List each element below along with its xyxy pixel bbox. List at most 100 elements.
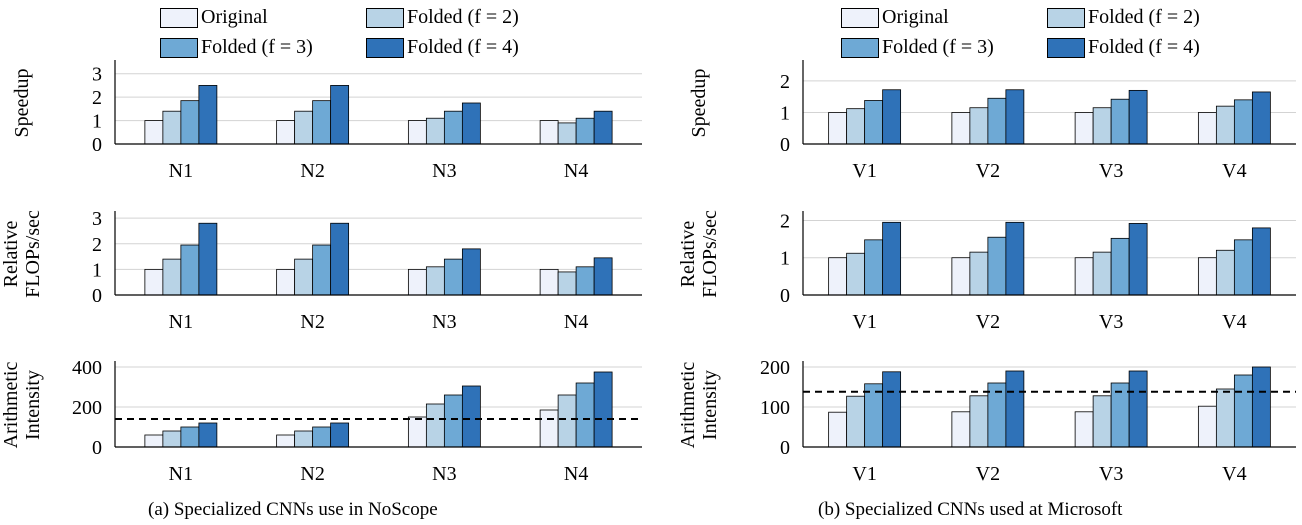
bar (1251, 227, 1271, 296)
bar (312, 426, 332, 448)
y-tick-label: 1 (780, 102, 790, 124)
legend-label: Folded (f = 4) (407, 36, 519, 58)
y-axis-label: FLOPs/sec (699, 210, 721, 298)
bar (575, 382, 595, 448)
y-tick-label: 0 (780, 437, 790, 459)
bar (1215, 388, 1235, 448)
x-tick-label: V3 (1099, 160, 1123, 182)
bar (557, 271, 577, 296)
bar (951, 411, 971, 448)
legend-item-folded-2: Folded (f = 2) (1047, 6, 1200, 29)
legend-swatch-original (160, 7, 198, 28)
legend-swatch-folded-3 (841, 37, 879, 58)
x-tick-label: V1 (852, 311, 876, 333)
bar (1233, 374, 1253, 448)
x-tick-label: N2 (300, 160, 324, 182)
legend-swatch-folded-4 (366, 37, 404, 58)
bar (593, 257, 613, 296)
bar (407, 268, 427, 296)
bar (1128, 89, 1148, 145)
legend-label: Folded (f = 3) (201, 36, 313, 58)
bar (1215, 249, 1235, 296)
bar (539, 120, 559, 145)
bar (846, 252, 866, 296)
bar (461, 385, 481, 448)
y-tick-label: 0 (92, 437, 102, 459)
bar (575, 266, 595, 296)
bar (162, 430, 182, 448)
x-tick-label: N2 (300, 311, 324, 333)
caption-left: (a) Specialized CNNs use in NoScope (148, 499, 438, 520)
legend-swatch-folded-2 (1047, 7, 1085, 28)
x-tick-label: V4 (1222, 311, 1246, 333)
bar (1197, 257, 1217, 296)
legend-label: Original (882, 6, 949, 28)
bar (144, 120, 164, 145)
y-axis-label: Arithmetic (677, 362, 699, 449)
y-tick-label: 3 (92, 64, 102, 86)
y-tick-label: 0 (780, 285, 790, 307)
legend-label: Folded (f = 4) (1088, 36, 1200, 58)
bar (276, 268, 296, 296)
bar (969, 395, 989, 448)
bar (1092, 395, 1112, 448)
bar (846, 108, 866, 145)
y-tick-label: 2 (780, 71, 790, 93)
bar (425, 117, 445, 145)
bar (846, 395, 866, 448)
bar (864, 239, 884, 296)
bar (443, 110, 463, 145)
x-tick-label: V4 (1222, 463, 1246, 485)
bar (330, 222, 350, 296)
bar (461, 248, 481, 296)
bar (443, 258, 463, 296)
bar (198, 222, 218, 296)
legend-right: Original Folded (f = 2) Folded (f = 3) F… (651, 0, 1302, 62)
bar (1074, 257, 1094, 296)
legend-label: Folded (f = 2) (1088, 6, 1200, 28)
bar (180, 426, 200, 448)
legend-item-folded-2: Folded (f = 2) (366, 6, 519, 29)
x-tick-label: N1 (169, 463, 193, 485)
bar (425, 266, 445, 296)
legend-item-folded-4: Folded (f = 4) (366, 36, 519, 59)
bar (1251, 366, 1271, 448)
bar (198, 422, 218, 448)
bar (330, 85, 350, 145)
bar (1197, 405, 1217, 448)
bar (144, 268, 164, 296)
y-axis-label: Intensity (699, 370, 721, 440)
legend-item-original: Original (160, 6, 268, 29)
bar (1092, 251, 1112, 296)
legend-item-folded-4: Folded (f = 4) (1047, 36, 1200, 59)
y-tick-label: 2 (780, 210, 790, 232)
bar (294, 430, 314, 448)
bar (461, 102, 481, 145)
bar (407, 416, 427, 448)
bar (828, 411, 848, 448)
x-tick-label: V1 (852, 160, 876, 182)
x-tick-label: N4 (564, 463, 588, 485)
bar (198, 85, 218, 145)
y-tick-label: 1 (92, 111, 102, 133)
bar (969, 251, 989, 296)
legend-swatch-folded-2 (366, 7, 404, 28)
x-tick-label: N3 (432, 160, 456, 182)
bar (987, 97, 1007, 145)
x-tick-label: N4 (564, 160, 588, 182)
y-tick-label: 0 (92, 134, 102, 156)
legend-swatch-original (841, 7, 879, 28)
x-tick-label: V4 (1222, 160, 1246, 182)
bar (276, 434, 296, 448)
y-tick-label: 100 (760, 397, 790, 419)
bar (1251, 91, 1271, 145)
bar (828, 112, 848, 145)
bar (1128, 223, 1148, 296)
bar (1092, 107, 1112, 145)
x-tick-label: N4 (564, 311, 588, 333)
bar (1197, 112, 1217, 145)
bar (557, 122, 577, 145)
x-tick-label: N1 (169, 160, 193, 182)
y-axis-label: Intensity (22, 370, 44, 440)
legend-label: Original (201, 6, 268, 28)
